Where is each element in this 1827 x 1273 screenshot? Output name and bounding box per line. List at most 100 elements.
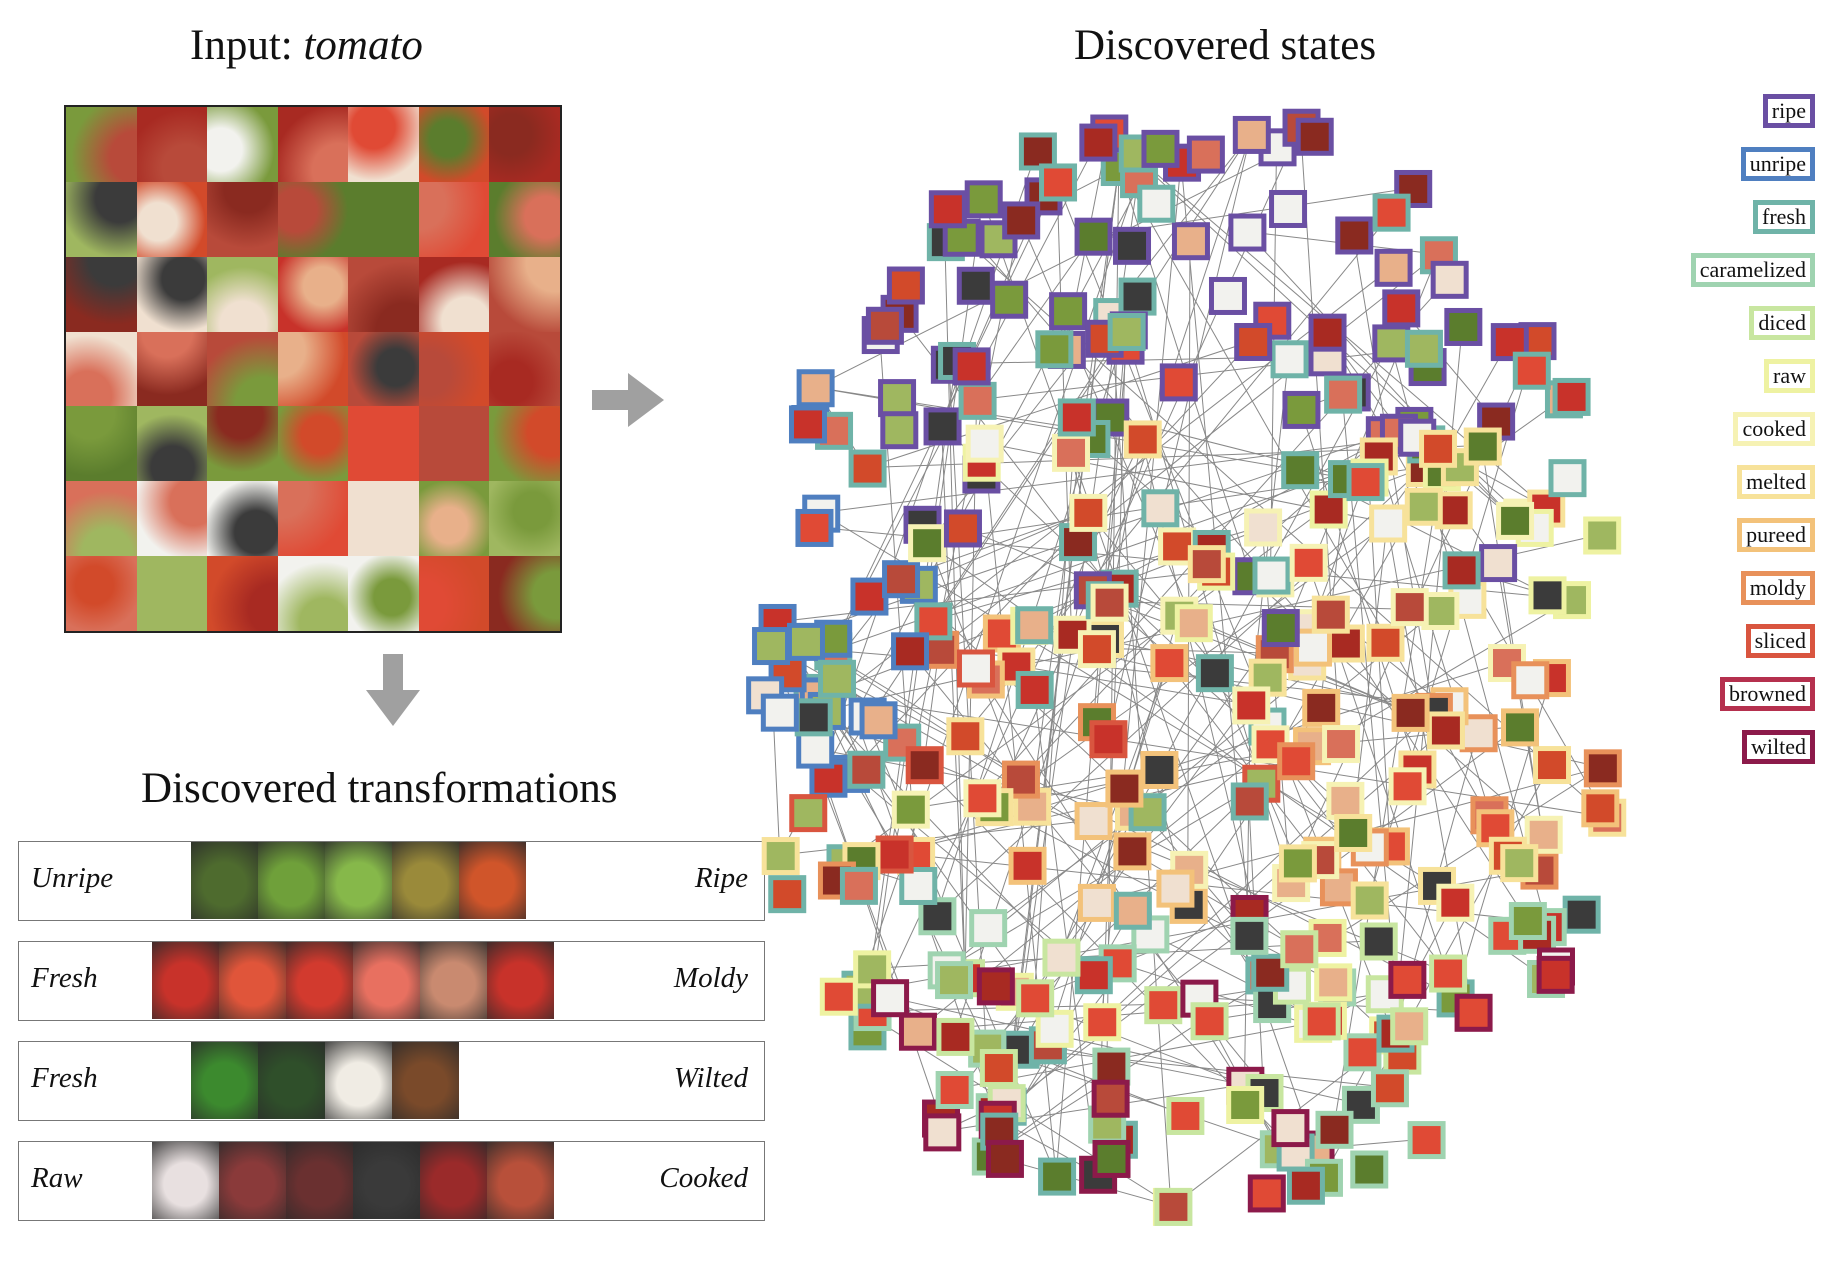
state-image-node	[1008, 846, 1047, 885]
transformation-photo	[353, 1142, 420, 1219]
graph-edge	[1106, 133, 1252, 739]
transformation-photo	[219, 1142, 286, 1219]
states-title: Discovered states	[1074, 22, 1377, 69]
state-image-node	[1234, 322, 1273, 361]
input-photo	[136, 331, 208, 407]
state-image-node	[1042, 938, 1081, 977]
state-image-node	[1479, 544, 1518, 583]
graph-edge	[1033, 688, 1098, 1174]
state-image-node	[786, 622, 825, 661]
state-image-node	[882, 560, 921, 599]
legend-label: wilted	[1751, 734, 1806, 759]
input-photo	[489, 181, 560, 257]
graph-edge	[1019, 1048, 1389, 1088]
graph-edge	[976, 347, 1424, 401]
state-image-node	[956, 266, 995, 305]
state-image-node	[1302, 1002, 1341, 1041]
state-image-node	[1159, 363, 1198, 402]
state-image-node	[1277, 742, 1316, 781]
state-image-node	[1252, 556, 1291, 595]
input-photo	[136, 481, 208, 557]
input-photo	[136, 256, 208, 332]
state-image-node	[1500, 844, 1539, 883]
state-image-node	[965, 424, 1004, 463]
state-image-node	[818, 659, 857, 698]
state-image-node	[875, 835, 914, 874]
input-photo	[489, 256, 560, 332]
state-image-node	[886, 266, 925, 305]
graph-edge	[976, 235, 1093, 401]
state-image-node	[1548, 459, 1587, 498]
state-image-node	[1035, 330, 1074, 369]
state-image-node	[1388, 767, 1427, 806]
state-image-node	[923, 1113, 962, 1152]
state-image-node	[1278, 844, 1317, 883]
state-image-node	[923, 407, 962, 446]
transformation-row-2: Fresh Moldy	[18, 941, 765, 1021]
state-image-node	[1244, 508, 1283, 547]
input-photo	[207, 556, 278, 631]
transformation-photo	[325, 1042, 392, 1119]
state-image-node	[1077, 883, 1116, 922]
transformation-row-4: Raw Cooked	[18, 1141, 765, 1221]
state-image-node	[1359, 922, 1398, 961]
state-image-node	[1508, 902, 1547, 941]
state-image-node	[788, 405, 827, 444]
state-image-node	[796, 730, 835, 769]
input-photo	[348, 556, 419, 631]
state-image-node	[865, 306, 904, 345]
state-image-node	[819, 977, 858, 1016]
state-image-node	[1261, 609, 1300, 648]
state-image-node	[1444, 307, 1483, 346]
input-photo	[348, 481, 419, 557]
state-image-node	[1302, 688, 1341, 727]
state-image-node	[1150, 644, 1189, 683]
state-image-node	[1436, 883, 1475, 922]
graph-edge	[931, 133, 1252, 621]
state-image-node	[1315, 1110, 1354, 1149]
transformation-photo	[152, 942, 219, 1019]
state-image-node	[1350, 881, 1389, 920]
state-image-node	[891, 632, 930, 671]
input-photo	[207, 181, 278, 257]
graph-edge	[1091, 126, 1301, 590]
state-image-node	[1346, 463, 1385, 502]
input-photo	[489, 556, 560, 631]
state-image-node	[1442, 551, 1481, 590]
transformation-photo	[487, 1142, 554, 1219]
state-image-node	[956, 649, 995, 688]
input-object-name: tomato	[303, 22, 423, 69]
state-image-node	[1166, 1096, 1205, 1135]
state-image-node	[1404, 329, 1443, 368]
state-image-node	[1370, 1069, 1409, 1108]
state-image-node	[943, 509, 982, 548]
graph-edge	[1481, 445, 1544, 834]
transformation-image-strip	[191, 1042, 459, 1119]
transformation-image-strip	[191, 842, 526, 919]
state-image-node	[1190, 1002, 1229, 1041]
transformation-row-3: Fresh Wilted	[18, 1041, 765, 1121]
legend-item-wilted: wilted	[1742, 730, 1815, 764]
state-image-node	[1208, 276, 1247, 315]
graph-edge	[849, 340, 1253, 774]
graph-edge	[1033, 912, 1249, 998]
state-image-node	[1419, 429, 1458, 468]
graph-edge	[1333, 470, 1442, 1129]
state-image-node	[761, 837, 800, 876]
input-photo	[277, 331, 349, 407]
transformation-photo	[191, 842, 258, 919]
transformation-photo	[420, 942, 487, 1019]
legend-label: melted	[1746, 469, 1806, 494]
state-image-node	[1311, 595, 1350, 634]
transformation-image-strip	[152, 1142, 554, 1219]
input-photo	[348, 406, 419, 482]
state-image-node	[1074, 217, 1113, 256]
transformation-photo	[459, 842, 526, 919]
input-photo	[418, 481, 490, 557]
state-image-node	[1454, 993, 1493, 1032]
legend-label: ripe	[1771, 98, 1806, 123]
state-image-node	[1463, 427, 1502, 466]
graph-edge	[776, 570, 1216, 623]
transformation-row-1: Unripe Ripe	[18, 841, 765, 921]
legend-label: fresh	[1762, 204, 1806, 229]
